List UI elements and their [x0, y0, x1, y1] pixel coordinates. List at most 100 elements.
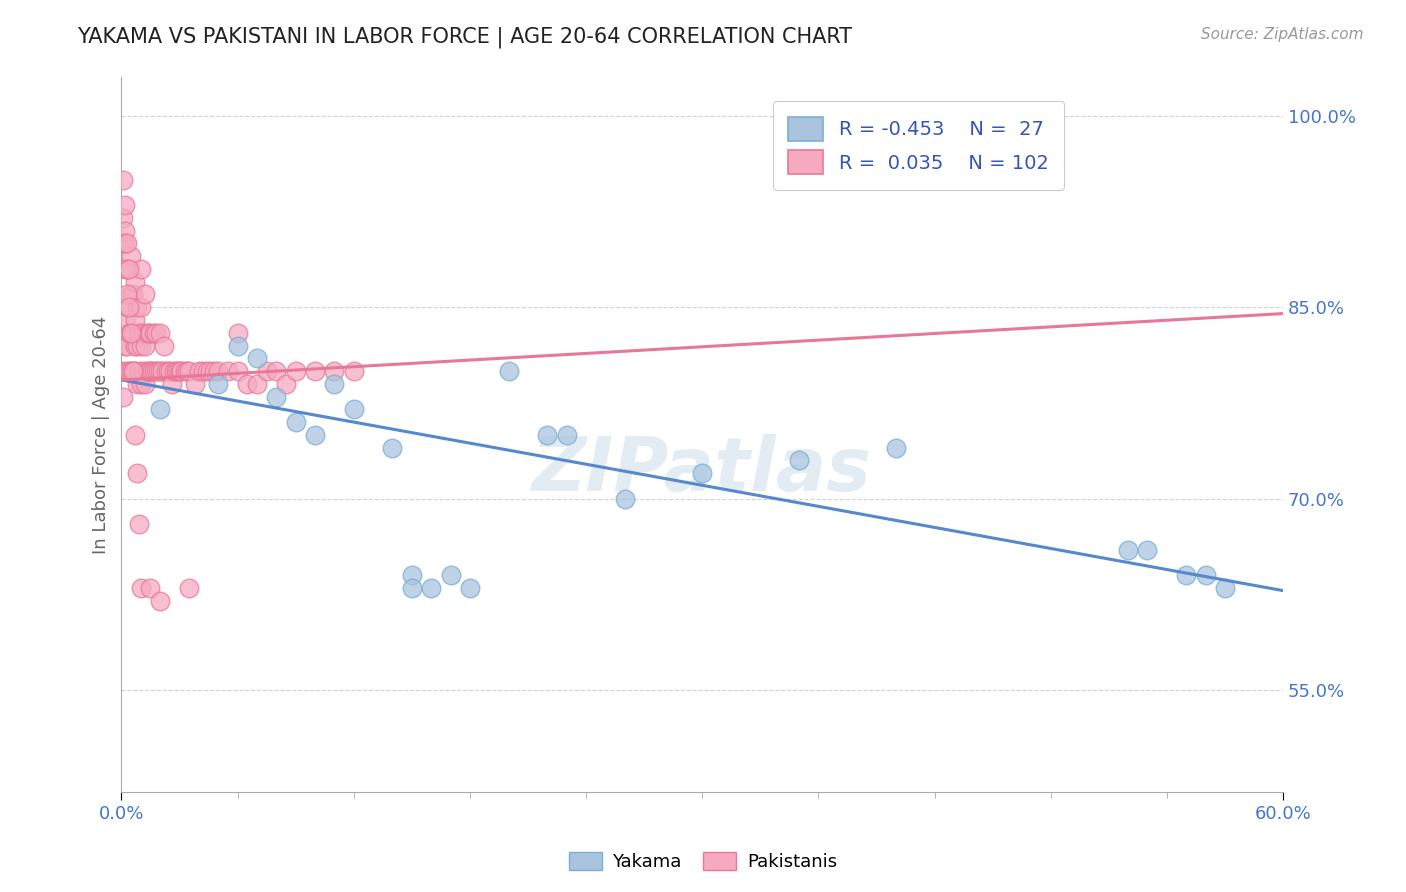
Point [343, 402, 366, 417]
Point [304, 428, 326, 442]
Point [129, 261, 152, 276]
Point [124, 364, 146, 378]
Point [117, 338, 139, 352]
Point [122, 364, 145, 378]
Point [155, 364, 177, 378]
Point [117, 300, 139, 314]
Point [207, 364, 229, 378]
Point [118, 326, 141, 340]
Point [458, 581, 481, 595]
Point [187, 364, 209, 378]
Point [129, 376, 152, 391]
Point [117, 261, 139, 276]
Point [120, 326, 142, 340]
Point [1116, 542, 1139, 557]
Point [179, 364, 201, 378]
Point [124, 338, 146, 352]
Point [129, 300, 152, 314]
Point [134, 376, 156, 391]
Point [1175, 568, 1198, 582]
Point [191, 364, 214, 378]
Point [787, 453, 810, 467]
Point [125, 466, 148, 480]
Point [274, 376, 297, 391]
Point [117, 236, 139, 251]
Point [122, 287, 145, 301]
Point [128, 517, 150, 532]
Point [134, 287, 156, 301]
Point [128, 364, 150, 378]
Point [420, 581, 443, 595]
Point [129, 338, 152, 352]
Point [129, 581, 152, 595]
Point [174, 364, 197, 378]
Point [124, 313, 146, 327]
Point [145, 326, 167, 340]
Point [117, 364, 139, 378]
Point [156, 364, 179, 378]
Point [118, 261, 141, 276]
Point [149, 326, 172, 340]
Point [246, 376, 269, 391]
Point [125, 300, 148, 314]
Point [114, 313, 136, 327]
Legend: R = -0.453    N =  27, R =  0.035    N = 102: R = -0.453 N = 27, R = 0.035 N = 102 [773, 102, 1064, 190]
Point [159, 364, 181, 378]
Point [1194, 568, 1216, 582]
Point [112, 364, 135, 378]
Point [138, 364, 160, 378]
Point [149, 364, 172, 378]
Point [124, 275, 146, 289]
Point [613, 491, 636, 506]
Point [125, 376, 148, 391]
Point [202, 364, 225, 378]
Point [114, 261, 136, 276]
Point [266, 390, 288, 404]
Point [150, 364, 173, 378]
Point [120, 287, 142, 301]
Point [114, 236, 136, 251]
Point [256, 364, 278, 378]
Point [120, 326, 142, 340]
Point [195, 364, 218, 378]
Point [117, 287, 139, 301]
Point [139, 326, 162, 340]
Point [179, 581, 201, 595]
Point [200, 364, 222, 378]
Point [169, 364, 191, 378]
Point [120, 364, 142, 378]
Point [160, 376, 183, 391]
Point [139, 581, 162, 595]
Point [266, 364, 288, 378]
Point [112, 172, 135, 186]
Point [284, 364, 307, 378]
Point [323, 376, 346, 391]
Point [170, 364, 193, 378]
Point [122, 326, 145, 340]
Point [1136, 542, 1159, 557]
Point [128, 326, 150, 340]
Point [135, 364, 157, 378]
Point [226, 326, 249, 340]
Point [143, 326, 166, 340]
Point [555, 428, 578, 442]
Point [439, 568, 461, 582]
Point [134, 338, 156, 352]
Y-axis label: In Labor Force | Age 20-64: In Labor Force | Age 20-64 [93, 316, 110, 554]
Text: Source: ZipAtlas.com: Source: ZipAtlas.com [1201, 27, 1364, 42]
Point [132, 364, 155, 378]
Text: ZIPatlas: ZIPatlas [533, 434, 872, 508]
Point [498, 364, 520, 378]
Point [401, 581, 423, 595]
Point [112, 211, 135, 225]
Point [690, 466, 713, 480]
Point [124, 428, 146, 442]
Point [184, 376, 207, 391]
Point [145, 364, 167, 378]
Legend: Yakama, Pakistanis: Yakama, Pakistanis [562, 845, 844, 879]
Text: YAKAMA VS PAKISTANI IN LABOR FORCE | AGE 20-64 CORRELATION CHART: YAKAMA VS PAKISTANI IN LABOR FORCE | AGE… [77, 27, 852, 48]
Point [163, 364, 186, 378]
Point [132, 326, 155, 340]
Point [884, 441, 907, 455]
Point [112, 390, 135, 404]
